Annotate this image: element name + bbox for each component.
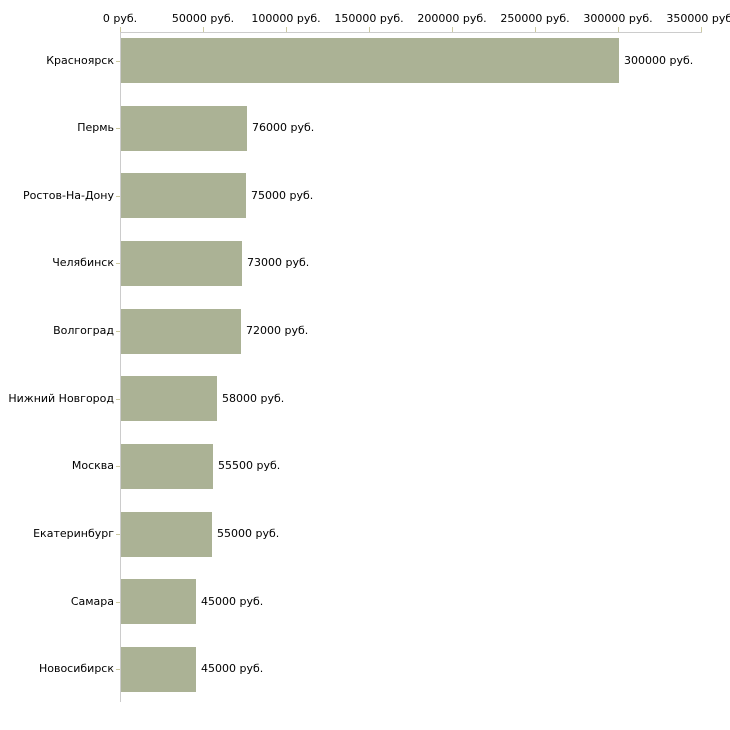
x-tick-label: 50000 руб. [171, 12, 235, 25]
x-tick [618, 27, 619, 32]
y-tick [116, 196, 120, 197]
y-axis-label: Волгоград [53, 324, 114, 337]
bar [121, 309, 241, 354]
x-tick-label: 0 руб. [102, 12, 138, 25]
y-tick [116, 602, 120, 603]
x-tick [203, 27, 204, 32]
y-axis-label: Пермь [77, 121, 114, 134]
bar [121, 444, 213, 489]
y-axis-label: Челябинск [52, 256, 114, 269]
bar [121, 173, 246, 218]
x-tick [452, 27, 453, 32]
y-tick [116, 669, 120, 670]
value-label: 45000 руб. [201, 595, 264, 608]
y-tick [116, 61, 120, 62]
value-label: 55500 руб. [218, 459, 281, 472]
x-tick [369, 27, 370, 32]
value-label: 58000 руб. [222, 392, 285, 405]
x-tick [120, 27, 121, 32]
x-axis-line [120, 32, 702, 33]
y-axis-label: Ростов-На-Дону [22, 189, 114, 202]
bar [121, 376, 217, 421]
bar [121, 512, 212, 557]
value-label: 73000 руб. [247, 256, 310, 269]
bar [121, 241, 242, 286]
y-tick [116, 534, 120, 535]
x-tick [535, 27, 536, 32]
x-tick-label: 250000 руб. [500, 12, 570, 25]
y-tick [116, 128, 120, 129]
value-label: 45000 руб. [201, 662, 264, 675]
y-tick [116, 466, 120, 467]
bar [121, 106, 247, 151]
x-tick [701, 27, 702, 32]
value-label: 55000 руб. [217, 527, 280, 540]
x-tick-label: 150000 руб. [334, 12, 404, 25]
y-tick [116, 263, 120, 264]
y-axis-label: Нижний Новгород [8, 392, 114, 405]
value-label: 300000 руб. [624, 54, 694, 67]
x-tick-label: 300000 руб. [583, 12, 653, 25]
y-axis-label: Красноярск [46, 54, 114, 67]
bar [121, 647, 196, 692]
y-axis-label: Екатеринбург [33, 527, 114, 540]
y-axis-label: Новосибирск [38, 662, 114, 675]
value-label: 72000 руб. [246, 324, 309, 337]
x-tick-label: 350000 руб. [666, 12, 730, 25]
y-axis-line [120, 32, 121, 702]
x-tick [286, 27, 287, 32]
value-label: 76000 руб. [252, 121, 315, 134]
y-tick [116, 331, 120, 332]
y-tick [116, 399, 120, 400]
x-tick-label: 200000 руб. [417, 12, 487, 25]
x-tick-label: 100000 руб. [251, 12, 321, 25]
value-label: 75000 руб. [251, 189, 314, 202]
y-axis-label: Москва [71, 459, 114, 472]
y-axis-label: Самара [70, 595, 114, 608]
bar [121, 579, 196, 624]
bar [121, 38, 619, 83]
